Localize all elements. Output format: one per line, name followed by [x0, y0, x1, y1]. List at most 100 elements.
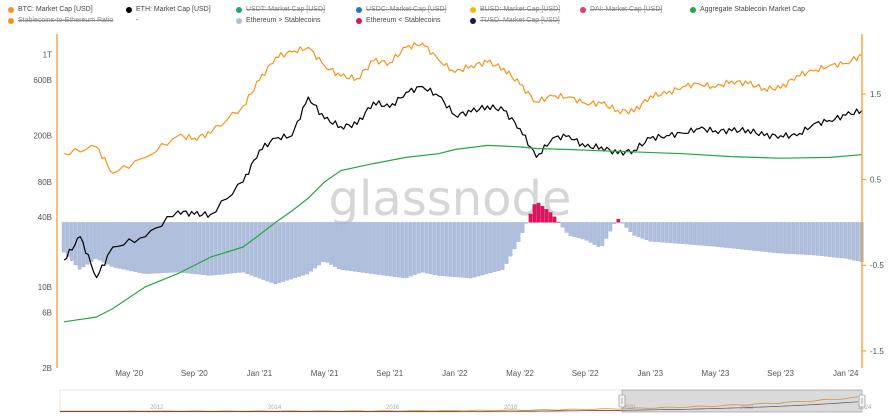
ratio-bar — [752, 222, 756, 251]
legend-item-ethereum-stablecoins[interactable]: Ethereum < Stablecoins — [356, 17, 441, 24]
ratio-bar — [101, 222, 106, 263]
y-left-tick-label: 2B — [42, 364, 52, 373]
ratio-bar — [728, 222, 732, 249]
x-tick-label: Sep '23 — [767, 369, 794, 378]
ratio-bar — [420, 222, 425, 273]
ratio-bar — [181, 222, 186, 273]
ratio-bar — [811, 222, 816, 256]
ratio-bar — [488, 222, 493, 274]
legend-item-aggregate-stablecoin-market-cap[interactable]: Aggregate Stablecoin Market Cap — [690, 6, 805, 13]
ratio-bar — [325, 222, 329, 263]
ratio-bar — [281, 222, 285, 282]
legend-item-ethereum-stablecoins[interactable]: Ethereum > Stablecoins — [236, 17, 321, 24]
legend-item-busd-market-cap-usd[interactable]: BUSD: Market Cap [USD] — [470, 6, 560, 13]
legend-item-spacer[interactable]: - — [126, 17, 138, 24]
legend-item-btc-market-cap-usd[interactable]: BTC: Market Cap [USD] — [8, 6, 93, 13]
ratio-bar — [452, 222, 457, 277]
ratio-bar — [133, 222, 138, 272]
x-tick-label: Jan '21 — [247, 369, 273, 378]
x-tick-label: May '20 — [115, 369, 143, 378]
main-chart[interactable]: glassnode 1T600B200B80B40B10B6B2B1.50.5-… — [0, 0, 896, 386]
ratio-bar — [357, 222, 361, 273]
ratio-bar — [680, 222, 684, 244]
ratio-bar — [712, 222, 716, 247]
ratio-bar — [608, 222, 613, 232]
ratio-bar — [153, 222, 158, 274]
ratio-bar — [85, 222, 90, 265]
ratio-bar — [424, 222, 429, 274]
legend-item-eth-market-cap-usd[interactable]: ETH: Market Cap [USD] — [126, 6, 211, 13]
ratio-bar — [536, 202, 541, 223]
ratio-bar — [393, 222, 397, 277]
legend-item-stablecoins-to-ethereum-ratio[interactable]: Stablecoins-to-Ethereum Ratio — [8, 17, 113, 24]
legend-dot-icon — [126, 6, 132, 13]
legend-label: USDC: Market Cap [USD] — [366, 6, 447, 13]
y-left-tick-label: 40B — [38, 213, 52, 222]
ratio-bar — [484, 222, 489, 275]
ratio-bar — [165, 222, 170, 273]
ratio-bar — [784, 222, 788, 254]
legend-dot-icon — [356, 6, 362, 13]
ratio-bar — [93, 222, 98, 259]
ratio-bar — [544, 209, 549, 223]
navigator-year-label: 2018 — [504, 405, 518, 411]
ratio-bar — [835, 222, 840, 258]
ratio-bar — [572, 222, 577, 237]
ratio-bar — [740, 222, 744, 250]
ratio-bar — [337, 222, 341, 269]
ratio-bar — [89, 222, 94, 262]
legend-label: - — [136, 17, 139, 24]
ratio-bar — [664, 222, 669, 243]
ratio-bar — [317, 222, 321, 266]
ratio-bar — [736, 222, 740, 249]
ratio-bar — [448, 222, 453, 277]
ratio-bar — [329, 222, 333, 265]
ratio-bar — [576, 222, 581, 238]
navigator-btc-preview — [60, 396, 859, 412]
ratio-bar — [780, 222, 784, 254]
ratio-bar — [796, 222, 800, 255]
legend-item-usdt-market-cap-usd[interactable]: USDT: Market Cap [USD] — [236, 6, 325, 13]
ratio-bar — [381, 222, 385, 276]
ratio-bar — [528, 213, 533, 223]
ratio-bar — [516, 222, 521, 242]
series-line-aggregate-stablecoin-market-cap — [63, 144, 863, 323]
ratio-bar — [145, 222, 150, 274]
x-tick-label: Sep '21 — [376, 369, 403, 378]
ratio-bar — [333, 222, 337, 267]
ratio-bar — [520, 222, 525, 233]
ratio-bar — [61, 222, 66, 253]
y-right-tick-label: -0.5 — [870, 261, 884, 270]
ratio-bar — [249, 222, 254, 276]
ratio-bar — [827, 222, 832, 257]
navigator-selection[interactable] — [621, 389, 863, 413]
ratio-bar — [512, 222, 517, 250]
ratio-bar — [564, 222, 569, 233]
ratio-bar — [301, 222, 305, 276]
legend-item-tusd-market-cap-usd[interactable]: TUSD: Market Cap [USD] — [470, 17, 560, 24]
legend-item-dai-market-cap-usd[interactable]: DAI: Market Cap [USD] — [580, 6, 662, 13]
range-navigator[interactable]: 2012201420162018202020222024 — [0, 386, 896, 418]
ratio-bar — [173, 222, 178, 273]
legend-dot-icon — [470, 6, 476, 13]
ratio-bar — [193, 222, 198, 275]
ratio-bar — [588, 222, 593, 243]
x-tick-label: May '21 — [311, 369, 339, 378]
ratio-bar — [692, 222, 696, 245]
navigator-year-label: 2024 — [858, 405, 872, 411]
legend-label: Ethereum > Stablecoins — [246, 17, 321, 24]
ratio-bar — [855, 222, 860, 262]
ratio-bar — [269, 222, 274, 283]
legend-label: BUSD: Market Cap [USD] — [480, 6, 561, 13]
y-left-tick-label: 10B — [38, 283, 52, 292]
navigator-year-label: 2014 — [268, 405, 282, 411]
legend-item-usdc-market-cap-usd[interactable]: USDC: Market Cap [USD] — [356, 6, 447, 13]
ratio-bar — [480, 222, 485, 276]
ratio-bar — [700, 222, 704, 246]
ratio-bar — [293, 222, 297, 279]
legend-dot-icon — [580, 6, 586, 13]
ratio-bar — [496, 222, 501, 271]
ratio-bar — [704, 222, 708, 246]
ratio-bar — [217, 222, 222, 275]
ratio-bar — [819, 222, 824, 257]
